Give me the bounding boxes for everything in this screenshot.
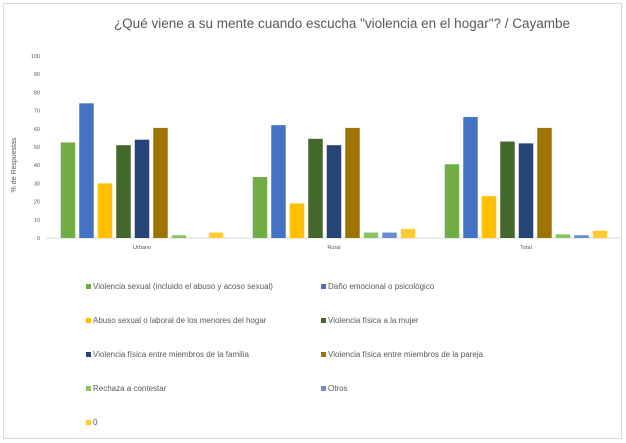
y-tick-label: 70 [34,109,40,115]
bar [79,103,94,238]
legend-item: Violencia física entre miembros de la fa… [86,350,249,359]
chart-title: ¿Qué viene a su mente cuando escucha "vi… [114,16,570,31]
bar [345,127,360,238]
bar [289,203,305,238]
bars-group [60,103,608,238]
bar [400,228,416,238]
legend-swatch [86,386,91,391]
x-category-label: Total [520,245,532,251]
legend-item: Violencia física a la mujer [321,316,419,325]
bar [308,138,323,238]
bar [444,164,460,238]
legend-swatch [321,352,326,357]
legend-item: Violencia física entre miembros de la pa… [321,350,484,359]
legend-item: Violencia sexual (incluido el abuso y ac… [86,282,273,291]
legend-item: Otros [321,384,348,393]
bar [463,116,478,238]
legend-label: 0 [93,418,98,427]
bar [252,177,268,238]
bar [97,183,113,238]
chart-canvas: ¿Qué viene a su mente cuando escucha "vi… [11,16,622,427]
bar [537,127,552,238]
bar [500,141,515,238]
legend-swatch [86,284,91,289]
legend-swatch [321,386,326,391]
legend-label: Violencia sexual (incluido el abuso y ac… [93,282,273,291]
y-tick-label: 80 [34,90,40,96]
y-tick-label: 0 [37,236,40,242]
legend-item: 0 [86,418,98,427]
y-tick-label: 50 [34,145,40,151]
bar [171,235,187,238]
y-tick-label: 20 [34,200,40,206]
y-axis-ticks: 0 10 20 30 40 50 60 70 80 90 100 [31,54,40,242]
legend-label: Rechaza a contestar [93,384,167,393]
bar [153,127,168,238]
bar [555,234,571,238]
bar [271,125,286,238]
x-category-label: Urbano [133,245,151,251]
legend-label: Otros [328,384,348,393]
legend-swatch [321,318,326,323]
legend-label: Violencia física entre miembros de la fa… [93,350,249,359]
y-tick-label: 100 [31,54,40,60]
legend-item: Daño emocional o psicológico [321,282,435,291]
legend-label: Violencia física entre miembros de la pa… [328,350,484,359]
legend-swatch [321,284,326,289]
y-tick-label: 90 [34,72,40,78]
bar [481,196,497,238]
legend: Violencia sexual (incluido el abuso y ac… [86,282,484,427]
legend-swatch [86,352,91,357]
legend-item: Rechaza a contestar [86,384,167,393]
bar [134,139,150,238]
legend-item: Abuso sexual o laboral de los menores de… [86,316,267,325]
bar [326,145,342,238]
legend-swatch [86,318,91,323]
bar [518,143,534,238]
legend-label: Violencia física a la mujer [328,316,419,325]
bar [60,142,76,238]
legend-label: Abuso sexual o laboral de los menores de… [93,316,267,325]
bar [363,232,379,238]
legend-label: Daño emocional o psicológico [328,282,435,291]
bar [208,232,224,238]
y-tick-label: 30 [34,181,40,187]
y-axis-label: % de Respuestas [11,137,18,192]
x-category-label: Rural [327,245,340,251]
bar [592,230,608,238]
legend-swatch [86,420,91,425]
bar [116,145,131,238]
y-tick-label: 10 [34,218,40,224]
bar [574,235,589,238]
bar [382,232,397,238]
chart-frame: ¿Qué viene a su mente cuando escucha "vi… [3,3,622,439]
x-axis-categories: Urbano Rural Total [133,245,532,251]
y-tick-label: 60 [34,127,40,133]
y-tick-label: 40 [34,163,40,169]
